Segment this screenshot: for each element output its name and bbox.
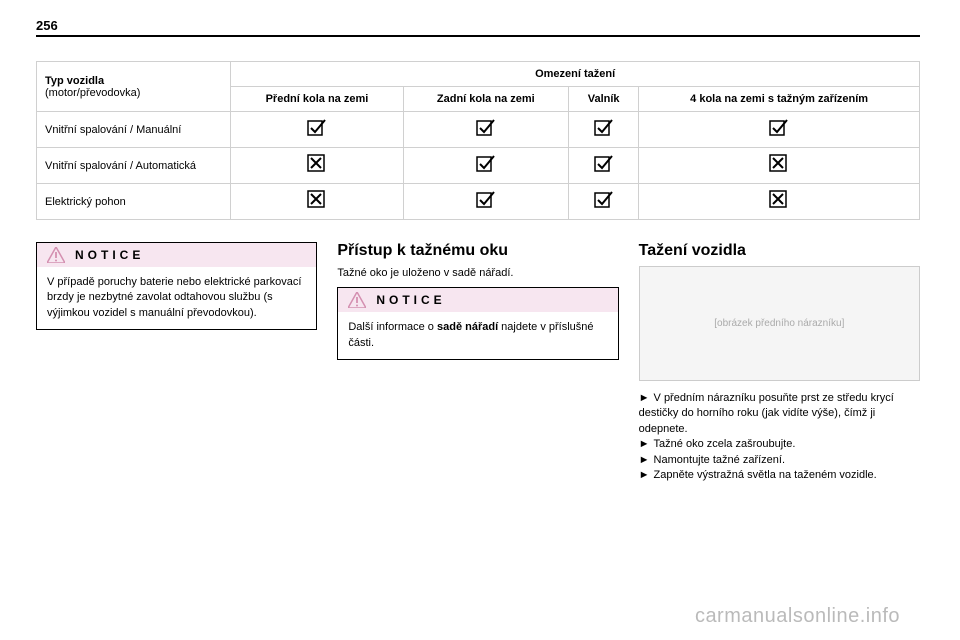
row-cell (568, 148, 638, 184)
mid-heading: Přístup k tažnému oku (337, 242, 618, 260)
row-label: Elektrický pohon (37, 184, 231, 220)
right-heading: Tažení vozidla (639, 242, 920, 260)
row-label: Vnitřní spalování / Automatická (37, 148, 231, 184)
col-left: NOTICE V případě poruchy baterie nebo el… (36, 242, 317, 483)
col1-header-l1: Typ vozidla (45, 75, 104, 87)
right-b3-text: Namontujte tažné zařízení. (654, 454, 785, 466)
cross-icon (307, 190, 327, 210)
check-icon (594, 154, 614, 174)
warning-icon (47, 247, 65, 263)
row-cell (403, 112, 568, 148)
row-cell (403, 148, 568, 184)
watermark: carmanualsonline.info (695, 605, 900, 628)
check-icon (594, 118, 614, 138)
col-h2: Zadní kola na zemi (403, 87, 568, 112)
right-b2-text: Tažné oko zcela zašroubujte. (654, 438, 796, 450)
col-h3: Valník (568, 87, 638, 112)
right-b3: Namontujte tažné zařízení. (639, 453, 920, 468)
row-label: Vnitřní spalování / Manuální (37, 112, 231, 148)
check-icon (476, 190, 496, 210)
row-cell (639, 184, 920, 220)
mid-notice-bold: sadě nářadí (437, 321, 498, 333)
row-cell (639, 148, 920, 184)
left-notice-text: V případě poruchy baterie nebo elektrick… (37, 267, 316, 329)
notice-label: NOTICE (75, 248, 144, 262)
check-icon (594, 190, 614, 210)
row-cell (231, 148, 403, 184)
check-icon (769, 118, 789, 138)
table-row: Vnitřní spalování / Manuální (37, 112, 920, 148)
towing-table: Typ vozidla (motor/převodovka) Omezení t… (36, 61, 920, 220)
check-icon (476, 118, 496, 138)
table-row: Vnitřní spalování / Automatická (37, 148, 920, 184)
mid-notice-pre: Další informace o (348, 321, 437, 333)
mid-notice-box: NOTICE Další informace o sadě nářadí naj… (337, 287, 618, 360)
mid-text: Tažné oko je uloženo v sadě nářadí. (337, 266, 618, 281)
right-b4: Zapněte výstražná světla na taženém vozi… (639, 468, 920, 483)
watermark-wrap: carmanualsonline.info (0, 605, 960, 628)
row-cell (568, 112, 638, 148)
right-b1-text: V předním nárazníku posuňte prst ze stře… (639, 392, 894, 435)
right-b4-text: Zapněte výstražná světla na taženém vozi… (654, 469, 877, 481)
warning-icon (348, 292, 366, 308)
right-figure: [obrázek předního nárazníku] (639, 266, 920, 381)
col-h4: 4 kola na zemi s tažným zařízením (639, 87, 920, 112)
row-cell (639, 112, 920, 148)
row-cell (568, 184, 638, 220)
table-row: Elektrický pohon (37, 184, 920, 220)
check-icon (307, 118, 327, 138)
header-group: Omezení tažení (231, 62, 920, 87)
col-h1: Přední kola na zemi (231, 87, 403, 112)
notice-label: NOTICE (376, 293, 445, 307)
col1-header-l2: (motor/převodovka) (45, 87, 140, 99)
col-mid: Přístup k tažnému oku Tažné oko je ulože… (337, 242, 618, 483)
right-b1: V předním nárazníku posuňte prst ze stře… (639, 391, 920, 437)
mid-notice-text: Další informace o sadě nářadí najdete v … (338, 312, 617, 359)
col-right: Tažení vozidla [obrázek předního nárazní… (639, 242, 920, 483)
check-icon (476, 154, 496, 174)
left-notice-box: NOTICE V případě poruchy baterie nebo el… (36, 242, 317, 330)
row-cell (231, 184, 403, 220)
page-number: 256 (36, 18, 920, 37)
cross-icon (307, 154, 327, 174)
right-b2: Tažné oko zcela zašroubujte. (639, 437, 920, 452)
row-cell (231, 112, 403, 148)
cross-icon (769, 154, 789, 174)
cross-icon (769, 190, 789, 210)
row-cell (403, 184, 568, 220)
